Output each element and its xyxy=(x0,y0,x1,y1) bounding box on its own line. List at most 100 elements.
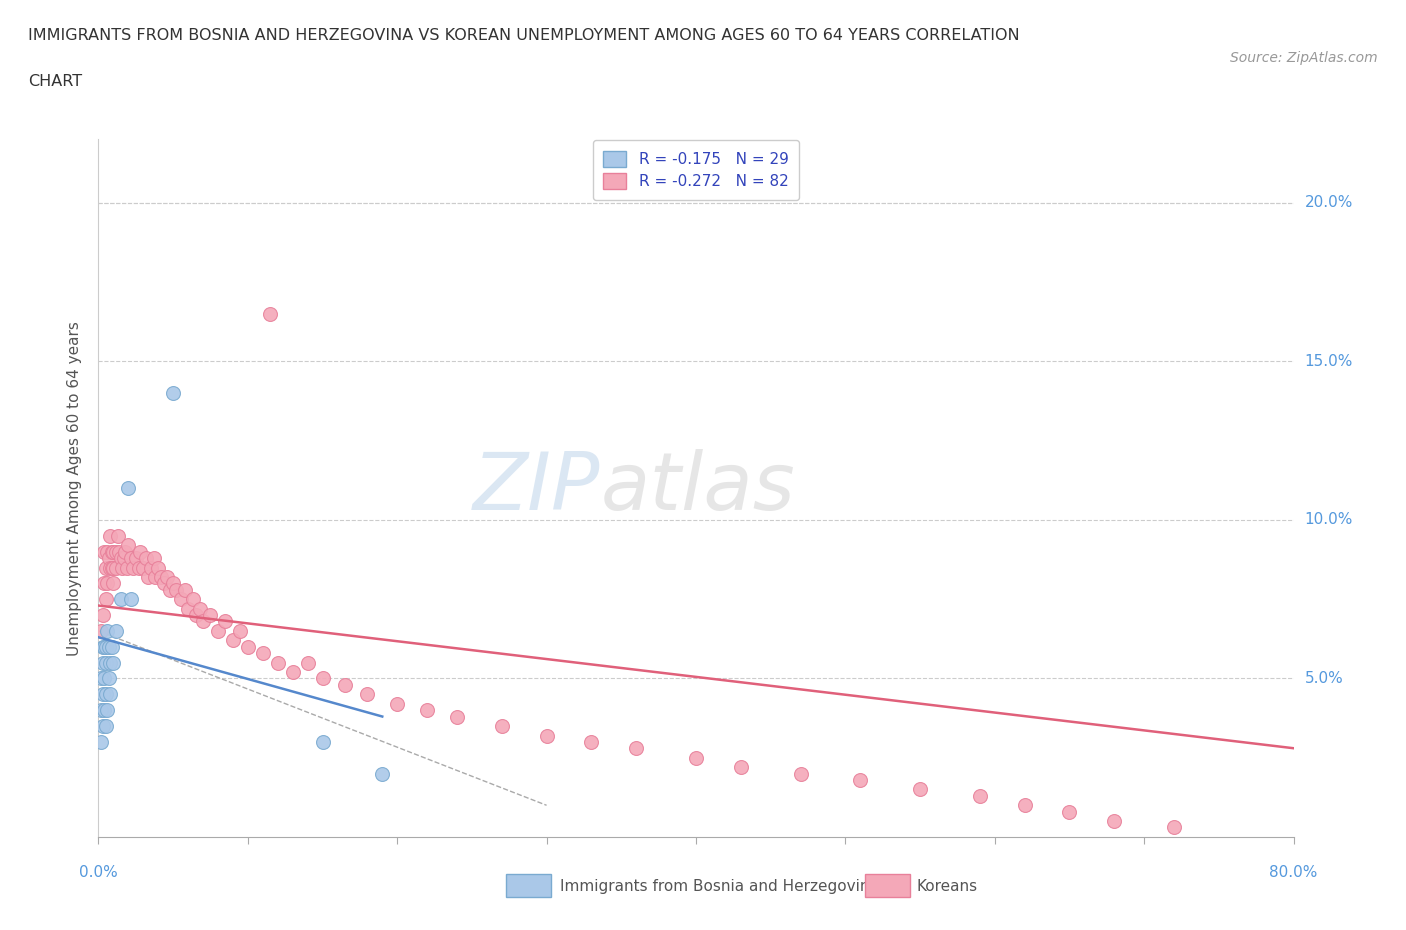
Point xyxy=(107,528,129,543)
Text: 20.0%: 20.0% xyxy=(1305,195,1353,210)
Point xyxy=(94,591,117,606)
Point xyxy=(177,602,200,617)
Point xyxy=(1059,804,1081,819)
Point xyxy=(125,551,148,565)
Point xyxy=(150,569,173,584)
Point xyxy=(162,386,184,401)
Point xyxy=(184,607,207,622)
Point xyxy=(416,703,439,718)
Text: atlas: atlas xyxy=(600,449,796,527)
Point xyxy=(96,544,118,559)
Point xyxy=(156,569,179,584)
Point xyxy=(385,697,409,711)
Point xyxy=(101,544,124,559)
Point xyxy=(849,773,872,788)
Y-axis label: Unemployment Among Ages 60 to 64 years: Unemployment Among Ages 60 to 64 years xyxy=(67,321,83,656)
Point xyxy=(110,551,132,565)
Legend: R = -0.175   N = 29, R = -0.272   N = 82: R = -0.175 N = 29, R = -0.272 N = 82 xyxy=(593,140,799,200)
Point xyxy=(129,544,152,559)
Point xyxy=(191,614,214,629)
Text: Immigrants from Bosnia and Herzegovina: Immigrants from Bosnia and Herzegovina xyxy=(560,879,879,894)
Point xyxy=(97,671,120,686)
Point xyxy=(111,560,134,575)
Point xyxy=(94,719,117,734)
Point xyxy=(101,560,124,575)
Point xyxy=(624,741,647,756)
Point xyxy=(267,655,290,670)
Point xyxy=(91,719,114,734)
Point xyxy=(120,591,142,606)
Point xyxy=(98,655,122,670)
Point xyxy=(789,766,811,781)
Point xyxy=(103,655,125,670)
Point xyxy=(169,591,191,606)
Point xyxy=(333,677,356,692)
Point xyxy=(139,560,162,575)
Point xyxy=(98,560,122,575)
Point xyxy=(117,481,139,496)
Point xyxy=(90,703,112,718)
Point xyxy=(110,591,132,606)
Point xyxy=(132,560,155,575)
Point xyxy=(93,671,115,686)
Text: 0.0%: 0.0% xyxy=(79,865,118,880)
Text: CHART: CHART xyxy=(28,74,82,89)
Text: 5.0%: 5.0% xyxy=(1305,671,1343,686)
Text: Source: ZipAtlas.com: Source: ZipAtlas.com xyxy=(1230,51,1378,65)
Point xyxy=(96,623,118,638)
Point xyxy=(142,551,165,565)
Text: 15.0%: 15.0% xyxy=(1305,354,1353,369)
Point xyxy=(103,576,125,591)
Point xyxy=(93,544,115,559)
Point xyxy=(91,687,114,702)
Point xyxy=(91,655,114,670)
Point xyxy=(969,789,991,804)
Point xyxy=(159,582,181,597)
Point xyxy=(90,671,112,686)
Point xyxy=(90,623,112,638)
Point xyxy=(117,538,139,552)
Point xyxy=(94,560,117,575)
Point xyxy=(259,306,281,321)
Text: Koreans: Koreans xyxy=(917,879,977,894)
Point xyxy=(96,576,118,591)
Point xyxy=(581,735,603,750)
Point xyxy=(91,607,114,622)
Point xyxy=(98,687,122,702)
Text: ZIP: ZIP xyxy=(472,449,600,527)
Point xyxy=(229,623,252,638)
Point xyxy=(207,623,229,638)
Point xyxy=(222,633,245,648)
Point xyxy=(94,655,117,670)
Point xyxy=(114,544,136,559)
Point xyxy=(121,560,143,575)
Point xyxy=(98,528,122,543)
Point xyxy=(1104,814,1126,829)
Point xyxy=(108,544,131,559)
Text: 80.0%: 80.0% xyxy=(1270,865,1317,880)
Point xyxy=(115,560,138,575)
Point xyxy=(446,709,468,724)
Point xyxy=(311,735,333,750)
Text: 10.0%: 10.0% xyxy=(1305,512,1353,527)
Point xyxy=(93,703,115,718)
Point xyxy=(311,671,333,686)
Point xyxy=(93,576,115,591)
Point xyxy=(1163,820,1185,835)
Point xyxy=(112,551,135,565)
Point xyxy=(105,623,128,638)
Point xyxy=(536,728,558,743)
Point xyxy=(491,719,513,734)
Point xyxy=(356,687,378,702)
Point xyxy=(103,544,125,559)
Point xyxy=(105,560,128,575)
Point xyxy=(214,614,236,629)
Point xyxy=(97,551,120,565)
Point xyxy=(94,639,117,654)
Point xyxy=(143,569,166,584)
Point xyxy=(105,544,128,559)
Point xyxy=(165,582,187,597)
Point xyxy=(90,735,112,750)
Point xyxy=(730,760,752,775)
Point xyxy=(181,591,204,606)
